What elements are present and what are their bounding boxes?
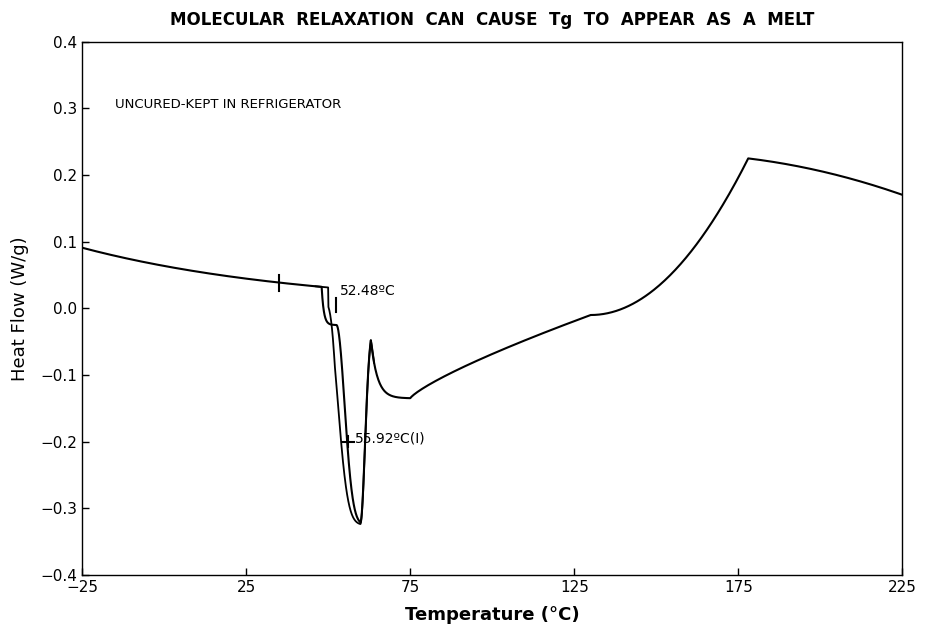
Title: MOLECULAR  RELAXATION  CAN  CAUSE  Tg  TO  APPEAR  AS  A  MELT: MOLECULAR RELAXATION CAN CAUSE Tg TO APP… [170,11,814,29]
Y-axis label: Heat Flow (W/g): Heat Flow (W/g) [11,236,29,380]
X-axis label: Temperature (°C): Temperature (°C) [404,606,579,624]
Text: 55.92ºC(I): 55.92ºC(I) [355,431,425,445]
Text: 52.48ºC: 52.48ºC [339,284,395,298]
Text: UNCURED-KEPT IN REFRIGERATOR: UNCURED-KEPT IN REFRIGERATOR [115,98,341,111]
